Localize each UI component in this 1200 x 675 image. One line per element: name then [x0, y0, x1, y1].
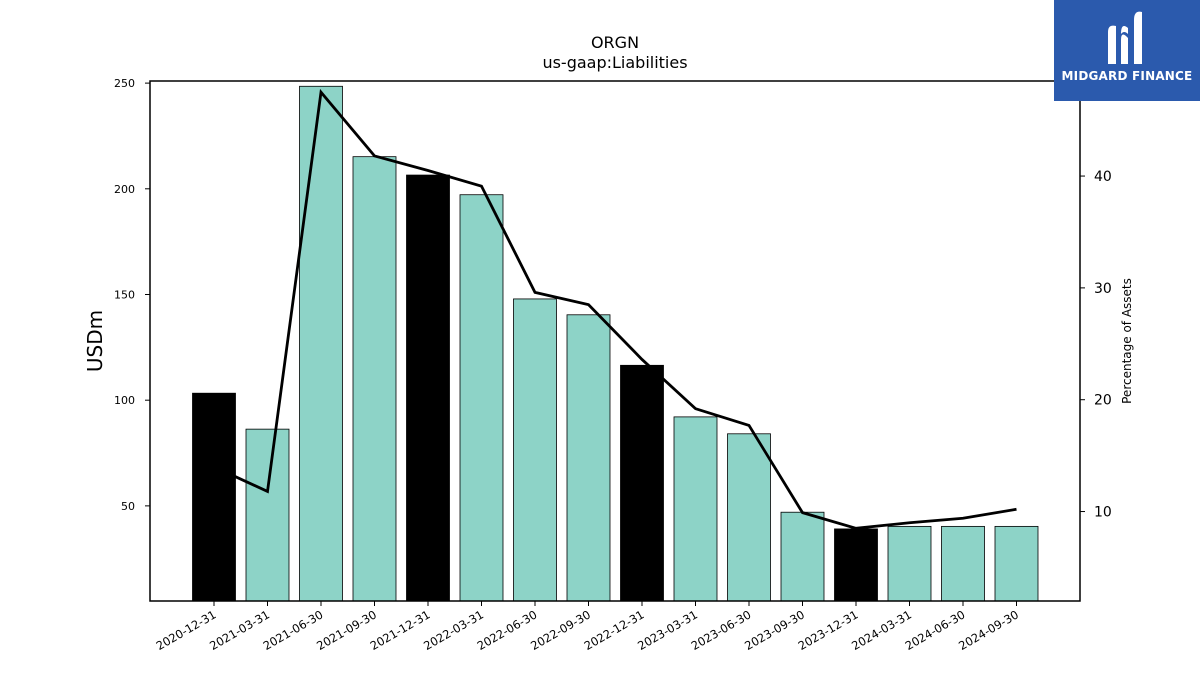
- bar-2021-06-30: [299, 85, 343, 602]
- x-tick-label: 2023-09-30: [742, 607, 807, 653]
- y-tick-label: 250: [114, 77, 135, 90]
- x-tick-label: 2021-12-31: [368, 607, 433, 653]
- y-tick-label: 50: [121, 500, 135, 513]
- x-tick-label: 2024-03-31: [849, 607, 914, 653]
- x-tick-label: 2021-09-30: [314, 607, 379, 653]
- x-tick-label: 2023-12-31: [796, 607, 861, 653]
- x-tick-label: 2024-09-30: [956, 607, 1021, 653]
- logo-text: MIDGARD FINANCE: [1061, 69, 1193, 83]
- bar-2021-03-31: [245, 428, 290, 602]
- bar-2022-06-30: [513, 298, 557, 602]
- x-axis: 2020-12-312021-03-312021-06-302021-09-30…: [154, 601, 1021, 653]
- percentage-line-series: [213, 88, 1017, 530]
- bar-2024-06-30: [941, 525, 985, 602]
- chart-subtitle: us-gaap:Liabilities: [542, 53, 687, 72]
- y2-tick-label: 30: [1094, 281, 1112, 297]
- bars: [192, 85, 1039, 602]
- y-axis-label: USDm: [83, 310, 107, 372]
- x-tick-label: 2022-12-31: [582, 607, 647, 653]
- midgard-finance-logo: MIDGARD FINANCE: [1054, 0, 1200, 101]
- y-tick-label: 200: [114, 183, 135, 196]
- y2-tick-label: 20: [1094, 393, 1112, 409]
- bar-2022-03-31: [459, 194, 504, 602]
- y2-tick-label: 10: [1094, 505, 1112, 521]
- bar-2023-09-30: [780, 511, 825, 602]
- bar-2022-09-30: [566, 314, 611, 602]
- x-tick-label: 2023-06-30: [689, 607, 754, 653]
- bar-2024-03-31: [887, 525, 932, 602]
- y-tick-label: 100: [114, 394, 135, 407]
- midgard-logo-icon: [1108, 11, 1142, 65]
- x-tick-label: 2020-12-31: [154, 607, 219, 653]
- x-tick-label: 2023-03-31: [635, 607, 700, 653]
- bar-2023-03-31: [673, 416, 718, 602]
- y2-tick-label: 40: [1094, 169, 1112, 185]
- x-tick-label: 2022-03-31: [421, 607, 486, 653]
- y-tick-label: 150: [114, 288, 135, 301]
- bar-2021-09-30: [352, 156, 397, 602]
- bar-2023-06-30: [727, 433, 771, 602]
- x-tick-label: 2024-06-30: [903, 607, 968, 653]
- x-tick-label: 2022-06-30: [475, 607, 540, 653]
- plot-frame: [149, 80, 1081, 602]
- bar-2023-12-31: [834, 528, 878, 602]
- y-axis-left: 50 100 150 200 250: [114, 77, 150, 513]
- percentage-line: [213, 88, 1017, 530]
- x-tick-label: 2021-06-30: [261, 607, 326, 653]
- bar-2021-12-31: [406, 174, 450, 602]
- y2-axis-label: Percentage of Assets: [1120, 278, 1134, 404]
- bar-2020-12-31: [192, 392, 236, 602]
- bar-2022-12-31: [620, 364, 664, 602]
- bar-2024-09-30: [994, 525, 1039, 602]
- x-tick-label: 2021-03-31: [207, 607, 272, 653]
- chart-title: ORGN: [591, 33, 639, 52]
- x-tick-label: 2022-09-30: [528, 607, 593, 653]
- y-axis-right: 10 20 30 40: [1080, 169, 1112, 521]
